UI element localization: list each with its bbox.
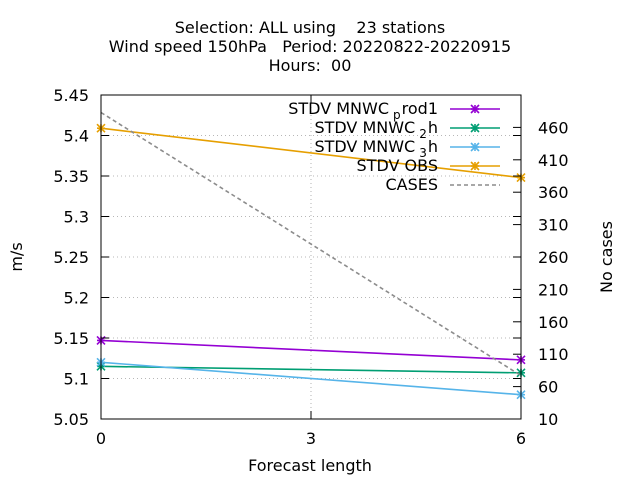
y-tick-label: 5.2 xyxy=(64,289,89,308)
marker-stroke xyxy=(470,123,480,133)
series-line xyxy=(100,361,522,396)
y2-tick-label: 110 xyxy=(538,345,569,364)
y-tick-label: 5.05 xyxy=(53,410,89,429)
chart-title: Selection: ALL using 23 stations Wind sp… xyxy=(109,18,511,75)
y2-axis-ticks: 10 60 110 160 210 260 310 360 410 460 xyxy=(513,118,569,429)
y2-tick-label: 310 xyxy=(538,216,569,235)
y-tick-label: 5.3 xyxy=(64,208,89,227)
y-tick-label: 5.1 xyxy=(64,370,89,389)
x-axis-ticks: 0 3 6 xyxy=(96,95,526,448)
y-tick-label: 5.4 xyxy=(64,127,89,146)
y2-tick-label: 210 xyxy=(538,280,569,299)
y2-tick-label: 160 xyxy=(538,313,569,332)
legend-label: STDV OBS xyxy=(357,156,438,175)
series-line xyxy=(100,111,522,377)
legend-label: CASES xyxy=(385,175,438,194)
y2-tick-label: 60 xyxy=(538,378,558,397)
y2-tick-label: 360 xyxy=(538,183,569,202)
y2-axis-label: No cases xyxy=(597,221,616,293)
title-line-2: Wind speed 150hPa Period: 20220822-20220… xyxy=(109,37,511,56)
series-point-marker xyxy=(470,123,480,133)
x-tick-label: 6 xyxy=(516,429,526,448)
series-point-marker xyxy=(470,142,480,152)
y-tick-label: 5.35 xyxy=(53,167,89,186)
series-line xyxy=(100,127,522,179)
marker-stroke xyxy=(470,142,480,152)
y-tick-label: 5.45 xyxy=(53,86,89,105)
y2-tick-label: 10 xyxy=(538,410,558,429)
y-tick-label: 5.15 xyxy=(53,329,89,348)
title-line-1: Selection: ALL using 23 stations xyxy=(175,18,445,37)
grid xyxy=(101,95,521,419)
legend-label: STDV MNWC 2h xyxy=(314,118,438,141)
series-point-marker xyxy=(470,104,480,114)
y2-tick-label: 460 xyxy=(538,118,569,137)
y-axis-label: m/s xyxy=(7,242,26,271)
x-tick-label: 3 xyxy=(306,429,316,448)
x-tick-label: 0 xyxy=(96,429,106,448)
y2-tick-label: 410 xyxy=(538,151,569,170)
marker-stroke xyxy=(470,161,480,171)
y-axis-ticks: 5.05 5.1 5.15 5.2 5.25 5.3 5.35 5.4 5.45 xyxy=(53,86,521,429)
legend-label: STDV MNWC 3h xyxy=(314,137,438,160)
legend-label: STDV MNWC prod1 xyxy=(288,99,438,122)
series-point-marker xyxy=(470,161,480,171)
title-line-3: Hours: 00 xyxy=(269,56,352,75)
y2-tick-label: 260 xyxy=(538,248,569,267)
series-line xyxy=(100,339,522,361)
x-axis-label: Forecast length xyxy=(248,456,372,475)
marker-stroke xyxy=(470,104,480,114)
y-tick-label: 5.25 xyxy=(53,248,89,267)
